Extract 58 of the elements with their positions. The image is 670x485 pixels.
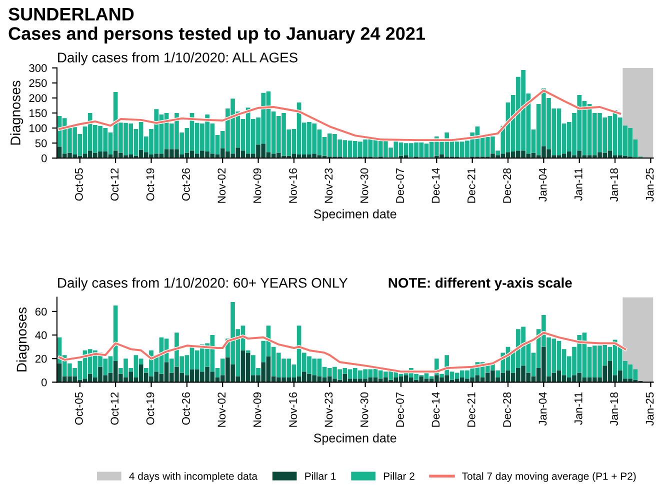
legend-label: Total 7 day moving average (P1 + P2)	[462, 472, 636, 482]
x-tick-label: Dec-28	[503, 392, 511, 427]
y-axis-title: Diagnoses	[10, 80, 24, 145]
y-axis-title: Diagnoses	[16, 307, 30, 372]
x-tick-label: Dec-14	[432, 168, 440, 203]
x-tick-label: Dec-07	[396, 392, 404, 427]
chart-title: Daily cases from 1/10/2020: 60+ YEARS ONLY	[58, 278, 348, 291]
x-tick-label: Nov-23	[324, 168, 333, 203]
x-tick-label: Jan-11	[574, 392, 582, 425]
x-tick-label: Dec-07	[396, 168, 404, 203]
y-tick-label: 40	[35, 331, 47, 340]
x-axis-title: Specimen date	[314, 433, 396, 445]
x-tick-label: Oct-12	[110, 168, 119, 201]
legend-label: Pillar 1	[305, 472, 336, 480]
x-tick-label: Nov-30	[360, 168, 368, 203]
chart-subtitle: Cases and persons tested up to January 24 2021	[8, 26, 425, 44]
text: Daily cases from 1/10/2020: ALL AGES	[58, 52, 298, 66]
chart-title: SUNDERLAND	[8, 8, 134, 21]
x-tick-label: Oct-26	[182, 168, 190, 201]
x-tick-label: Oct-05	[75, 392, 83, 425]
x-tick-label: Jan-11	[574, 168, 582, 201]
y-tick-label: 50	[35, 139, 47, 148]
x-tick-label: Nov-02	[218, 392, 226, 427]
legend-label: Pillar 2	[384, 472, 414, 480]
x-tick-label: Oct-19	[146, 168, 154, 201]
text: NOTE: different y-axis scale	[388, 278, 572, 291]
x-tick-label: Dec-14	[432, 392, 440, 427]
x-tick-label: Jan-25	[646, 392, 654, 426]
x-tick-label: Oct-26	[182, 392, 190, 425]
y-tick-label: 100	[30, 124, 47, 132]
x-tick-label: Nov-16	[289, 392, 297, 427]
y-tick-label: 60	[35, 308, 47, 316]
x-tick-label: Oct-19	[146, 392, 154, 425]
y-tick-label: 250	[29, 79, 47, 88]
x-tick-label: Nov-30	[360, 392, 368, 427]
x-tick-label: Nov-23	[324, 392, 333, 427]
x-axis-title: Specimen date	[314, 209, 396, 221]
x-tick-label: Jan-18	[610, 168, 618, 202]
y-tick-label: 0	[41, 154, 47, 162]
x-tick-label: Oct-05	[75, 168, 83, 201]
y-tick-label: 20	[35, 354, 47, 363]
x-tick-label: Jan-25	[646, 168, 654, 202]
y-tick-label: 300	[29, 64, 47, 72]
x-tick-label: Jan-04	[538, 392, 547, 426]
x-tick-label: Nov-16	[289, 168, 297, 203]
x-tick-label: Jan-04	[538, 168, 547, 202]
x-tick-label: Dec-21	[467, 392, 476, 427]
y-tick-label: 200	[29, 94, 47, 102]
x-tick-label: Nov-09	[253, 392, 262, 427]
x-tick-label: Oct-12	[110, 392, 119, 425]
x-tick-label: Nov-09	[253, 168, 262, 203]
y-tick-label: 150	[30, 109, 47, 118]
legend-label: 4 days with incomplete data	[129, 472, 258, 482]
x-tick-label: Jan-18	[610, 392, 618, 426]
x-tick-label: Nov-02	[218, 168, 226, 203]
x-tick-label: Dec-21	[467, 168, 476, 203]
x-tick-label: Dec-28	[503, 168, 511, 203]
y-tick-label: 0	[41, 378, 47, 386]
